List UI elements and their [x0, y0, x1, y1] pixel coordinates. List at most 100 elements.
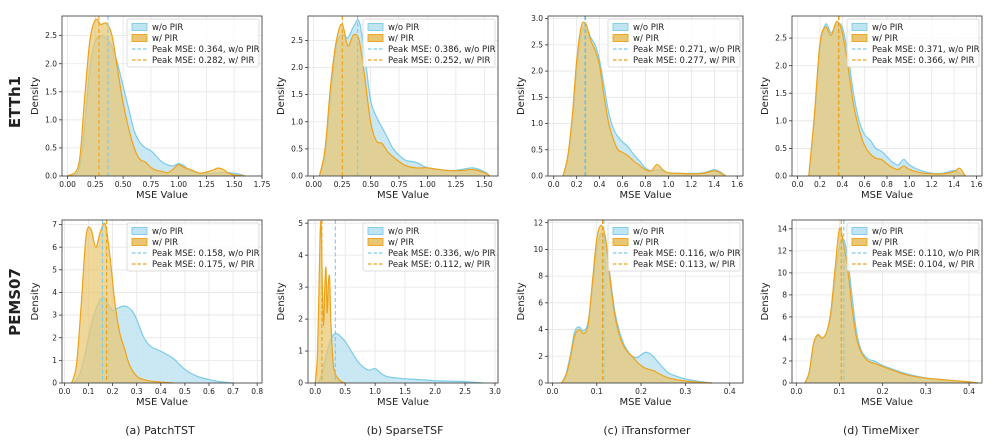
- density-area-with-pir: [804, 228, 978, 383]
- legend-patch-without-pir: [367, 227, 384, 235]
- y-tick-label: 3.0: [531, 14, 543, 23]
- y-axis-label: Density: [276, 77, 287, 115]
- density-area-without-pir-outline: [560, 232, 713, 384]
- legend-patch-without-pir: [851, 227, 868, 235]
- x-tick-label: 0.2: [814, 180, 826, 189]
- x-tick-label: 1.25: [448, 180, 465, 189]
- y-tick-label: 2: [52, 333, 57, 342]
- legend-entry: Peak MSE: 0.277, w/ PIR: [633, 56, 735, 66]
- x-tick-label: 1.4: [708, 180, 720, 189]
- x-tick-label: 0.6: [859, 180, 871, 189]
- y-tick-label: 2.0: [291, 63, 303, 72]
- x-tick-label: 1.0: [662, 180, 674, 189]
- plot-frame: [547, 219, 744, 384]
- x-tick-label: 1.00: [419, 180, 436, 189]
- x-tick-label: 0.0: [58, 387, 70, 396]
- y-tick-label: 5: [52, 265, 57, 274]
- x-axis: 0.0 0.5 1.0 1.5 2.0 2.5 3.0: [309, 383, 501, 396]
- x-tick-label: 1.50: [476, 180, 493, 189]
- legend-entry: w/o PIR: [152, 227, 183, 237]
- legend-entry: w/o PIR: [633, 23, 664, 33]
- y-axis-label: Density: [276, 282, 287, 320]
- y-tick-label: 0: [538, 379, 543, 388]
- y-axis-label: Density: [516, 282, 527, 320]
- legend-patch-with-pir: [131, 34, 148, 42]
- y-tick-label: 1.0: [775, 116, 787, 125]
- row-labels: ETTh1 PEMS07: [6, 76, 24, 336]
- x-tick-label: 0.00: [305, 180, 322, 189]
- x-tick-label: 2.5: [459, 387, 471, 396]
- chart-etth1-patchtst: 0.00 0.25 0.50 0.75 1.00 1.25 1.50 1.75 0.0 0.5 1.…: [30, 15, 271, 201]
- x-tick-label: 0.0: [309, 387, 321, 396]
- legend-entry: Peak MSE: 0.386, w/o PIR: [388, 45, 496, 55]
- y-tick-label: 0.5: [531, 145, 543, 154]
- legend-box: [362, 222, 496, 272]
- y-axis: 0 1 2 3 4 5 6 7: [52, 220, 62, 388]
- legend-patch-with-pir: [367, 238, 384, 246]
- x-tick-label: 1.50: [226, 180, 243, 189]
- x-tick-label: 0.25: [87, 180, 104, 189]
- y-axis-label: Density: [30, 77, 41, 115]
- x-axis-label: MSE Value: [620, 397, 672, 408]
- x-tick-label: 0.8: [251, 387, 263, 396]
- y-tick-label: 1: [52, 356, 57, 365]
- x-axis-label: MSE Value: [377, 397, 429, 408]
- y-tick-label: 12: [777, 246, 787, 255]
- chart-etth1-timemixer: 0.0 0.2 0.4 0.6 0.8 1.0 1.2 1.4 1.6 0.0 0.5 1.0 1.5 2…: [760, 15, 983, 201]
- x-axis: 0.0 0.1 0.2 0.3 0.4 0.5 0.6 0.7 0.8: [58, 383, 263, 396]
- x-tick-label: 0.3: [679, 387, 691, 396]
- legend-entry: w/ PIR: [633, 238, 659, 248]
- x-tick-label: 0.50: [362, 180, 379, 189]
- x-tick-label: 0.25: [334, 180, 351, 189]
- y-tick-label: 2: [298, 315, 303, 324]
- density-area-with-pir-outline: [808, 20, 966, 177]
- density-area-with-pir-outline: [804, 227, 978, 384]
- y-tick-label: 1.0: [291, 117, 303, 126]
- density-area-with-pir-outline: [67, 18, 246, 177]
- y-axis: 0.0 0.5 1.0 1.5 2.0 2.5: [775, 34, 792, 181]
- y-tick-label: 6: [538, 298, 543, 307]
- x-axis-label: MSE Value: [861, 190, 913, 201]
- y-tick-label: 6: [52, 243, 57, 252]
- density-area-with-pir: [561, 225, 712, 383]
- caption-timemixer: (d) TimeMixer: [843, 424, 919, 437]
- y-tick-label: 4: [782, 335, 787, 344]
- x-tick-label: 0.0: [790, 387, 802, 396]
- x-tick-label: 1.4: [948, 180, 960, 189]
- x-axis-label: MSE Value: [136, 190, 188, 201]
- y-tick-label: 7: [52, 220, 57, 229]
- legend-entry: Peak MSE: 0.271, w/o PIR: [633, 45, 741, 55]
- row-label-pems07: PEMS07: [6, 268, 24, 336]
- y-tick-label: 0: [782, 379, 787, 388]
- y-tick-label: 1.0: [45, 115, 57, 124]
- y-tick-label: 0.5: [775, 144, 787, 153]
- y-axis: 0.0 0.5 1.0 1.5 2.0 2.5 3.0: [531, 14, 548, 181]
- y-tick-label: 1.0: [531, 119, 543, 128]
- x-tick-label: 0.2: [107, 387, 119, 396]
- x-axis: 0.00 0.25 0.50 0.75 1.00 1.25 1.50 1.75: [59, 176, 271, 189]
- density-area-with-pir: [319, 24, 491, 176]
- legend-entry: w/ PIR: [388, 238, 414, 248]
- legend-entry: w/ PIR: [872, 238, 898, 248]
- x-axis: 0.00 0.25 0.50 0.75 1.00 1.25 1.50: [305, 176, 493, 189]
- x-tick-label: 0.5: [339, 387, 351, 396]
- x-tick-label: 1.6: [731, 180, 743, 189]
- legend-box: [126, 222, 260, 272]
- chart-pems07-patchtst: 0.0 0.1 0.2 0.3 0.4 0.5 0.6 0.7 0.8 0 1 2 3 4 5 6 7 MSE V…: [30, 219, 263, 408]
- legend-entry: Peak MSE: 0.110, w/o PIR: [872, 249, 980, 259]
- x-tick-label: 1.0: [369, 387, 381, 396]
- x-tick-label: 0.3: [131, 387, 143, 396]
- y-tick-label: 14: [777, 224, 787, 233]
- x-tick-label: 0.6: [203, 387, 215, 396]
- y-tick-label: 8: [538, 272, 543, 281]
- x-tick-label: 1.75: [254, 180, 271, 189]
- x-tick-label: 0.7: [227, 387, 239, 396]
- density-area-with-pir: [562, 22, 726, 176]
- y-tick-label: 2: [538, 352, 543, 361]
- x-tick-label: 0.75: [391, 180, 408, 189]
